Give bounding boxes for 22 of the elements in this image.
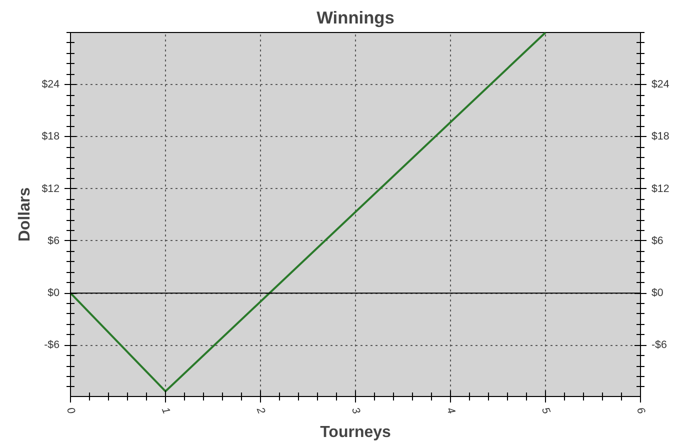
y-tick-label: $12 xyxy=(42,182,60,195)
chart-title: Winnings xyxy=(316,8,394,28)
x-tick-label: 6 xyxy=(634,406,648,416)
y2-tick-label: $0 xyxy=(652,287,664,300)
y2-tick-label: $18 xyxy=(652,130,670,143)
y-tick-label: $18 xyxy=(42,130,60,143)
y-tick-label: $24 xyxy=(42,78,60,91)
y-tick-label: $6 xyxy=(48,234,60,247)
y-axis-title: Dollars xyxy=(16,187,34,242)
y2-tick-label: $6 xyxy=(652,234,664,247)
y-tick-label: -$6 xyxy=(44,339,60,352)
y2-tick-label: $12 xyxy=(652,182,670,195)
x-tick-label: 0 xyxy=(64,406,78,416)
x-axis-title: Tourneys xyxy=(320,424,392,441)
x-tick-label: 5 xyxy=(538,406,552,416)
y-tick-label: $0 xyxy=(48,287,60,300)
y2-tick-label: $24 xyxy=(652,78,670,91)
x-tick-label: 2 xyxy=(254,404,268,416)
y2-tick-label: -$6 xyxy=(652,339,667,352)
x-tick-label: 1 xyxy=(158,406,172,416)
x-tick-label: 3 xyxy=(348,406,362,416)
x-tick-label: 4 xyxy=(444,406,458,416)
